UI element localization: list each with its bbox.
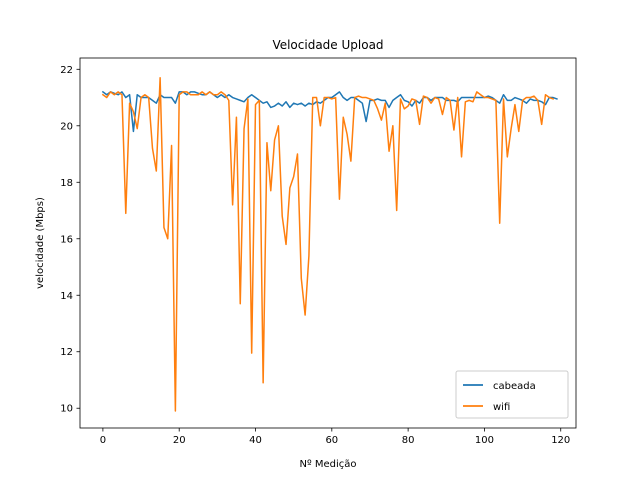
legend-label-cabeada: cabeada: [493, 381, 536, 392]
legend-box: [455, 370, 569, 419]
plot-area: [80, 58, 576, 428]
y-tick-label: 18: [60, 178, 73, 189]
y-axis-title: velocidade (Mbps): [35, 197, 46, 289]
y-tick-label: 10: [60, 404, 73, 415]
series-line-wifi: [101, 77, 555, 412]
x-tick-label: 0: [100, 435, 106, 446]
x-axis: 0 20 40 60 80 100 120: [100, 428, 570, 446]
x-tick-label: 80: [402, 435, 415, 446]
legend-label-wifi: wifi: [493, 402, 510, 413]
legend: cabeada wifi: [455, 370, 569, 419]
x-tick-label: 40: [249, 435, 262, 446]
y-tick-label: 14: [60, 291, 73, 302]
y-tick-label: 16: [60, 234, 73, 245]
y-axis: 10 12 14 16 18 20 22: [60, 65, 80, 415]
x-tick-label: 100: [475, 435, 494, 446]
x-axis-title: Nº Medição: [299, 459, 356, 470]
y-tick-label: 20: [60, 121, 73, 132]
plot-frame: [79, 57, 577, 429]
x-tick-label: 120: [551, 435, 570, 446]
series-layer: [101, 77, 558, 412]
x-tick-label: 60: [325, 435, 338, 446]
y-tick-label: 22: [60, 65, 73, 76]
chart-title: Velocidade Upload: [272, 38, 383, 52]
x-tick-label: 20: [173, 435, 186, 446]
y-tick-label: 12: [60, 347, 73, 358]
